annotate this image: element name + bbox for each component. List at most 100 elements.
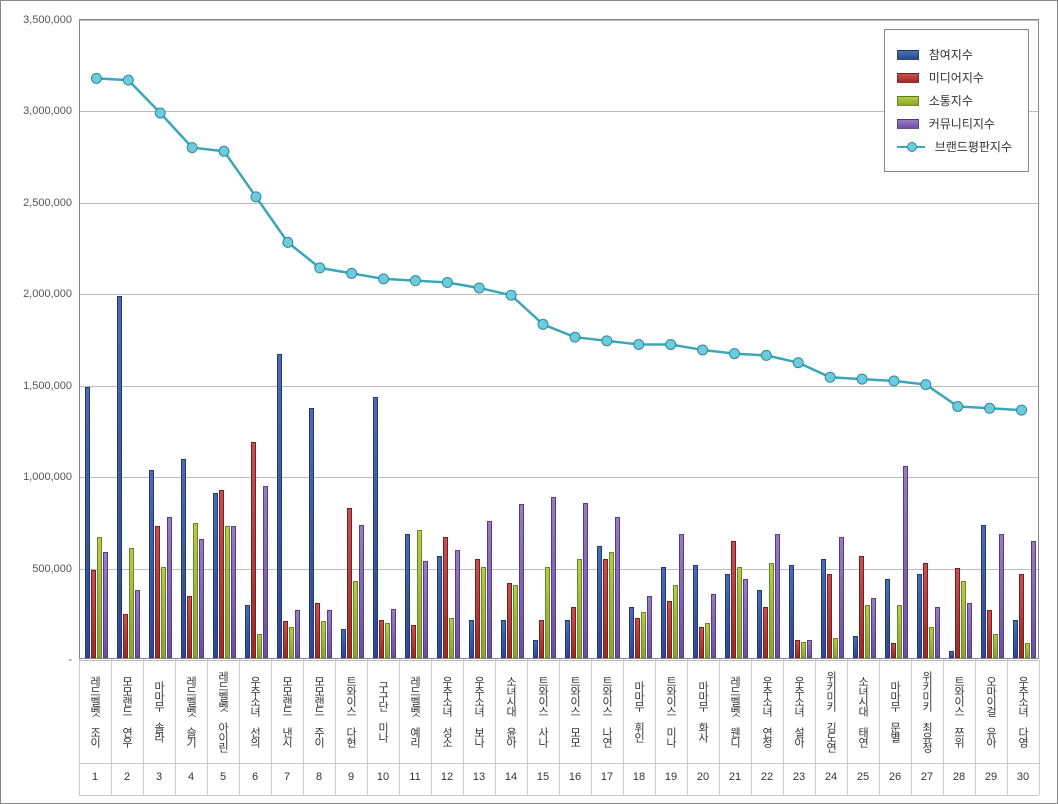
bar-s2 [801,642,806,658]
y-tick-label: 2,000,000 [12,288,72,300]
bar-s0 [885,579,890,658]
bar-s0 [341,629,346,658]
bar-s1 [123,614,128,658]
bar-s0 [661,567,666,658]
bar-s2 [545,567,550,658]
category-index: 18 [623,771,655,783]
category-label: 우주소녀 보나 [472,663,484,759]
bar-s3 [1031,541,1036,658]
bar-s2 [641,612,646,658]
bar-s3 [359,525,364,658]
category-label: 레드벨벳 예리 [408,663,420,759]
bar-s3 [711,594,716,658]
y-tick-label: 1,000,000 [12,471,72,483]
bar-s3 [807,640,812,658]
category-index: 30 [1007,771,1039,783]
legend-label-3: 커뮤니티지수 [929,115,995,132]
x-axis-bottom [79,795,1039,796]
bar-s3 [871,598,876,658]
bar-s0 [245,605,250,658]
bar-s2 [161,567,166,658]
bar-s1 [987,610,992,658]
legend-item: 소통지수 [897,92,1012,109]
bar-s0 [533,640,538,658]
category-label: 위키미키 김도연 [824,663,836,759]
legend-swatch-3 [897,119,919,129]
category-label: 트와이스 다현 [344,663,356,759]
legend: 참여지수 미디어지수 소통지수 커뮤니티지수 브랜드평판지수 [884,29,1029,172]
bar-s1 [603,559,608,658]
category-label: 마마무 문별 [888,663,900,759]
bar-s3 [487,521,492,658]
category-index: 21 [719,771,751,783]
bar-s1 [667,601,672,658]
bar-s3 [167,517,172,658]
category-index: 27 [911,771,943,783]
category-label: 우주소녀 다영 [1016,663,1028,759]
bar-s3 [967,603,972,658]
y-tick-label: 2,500,000 [12,197,72,209]
bar-s3 [679,534,684,658]
bar-s2 [225,526,230,658]
category-divider [79,659,80,795]
bar-s0 [277,354,282,658]
category-index: 9 [335,771,367,783]
category-index: 17 [591,771,623,783]
bar-s2 [1025,643,1030,658]
category-index: 6 [239,771,271,783]
category-label: 마마무 솔라 [152,663,164,759]
category-label: 트와이스 쯔위 [952,663,964,759]
bar-s0 [853,636,858,658]
legend-line-marker [897,146,925,148]
y-tick-label: - [12,654,72,666]
bar-s0 [565,620,570,658]
legend-label-2: 소통지수 [929,92,973,109]
bar-s1 [347,508,352,658]
bar-s0 [117,296,122,658]
bar-s1 [795,640,800,658]
category-label: 우주소녀 성소 [440,663,452,759]
bar-s1 [539,620,544,658]
y-tick-label: 1,500,000 [12,380,72,392]
bar-s3 [327,610,332,658]
bar-s2 [961,581,966,658]
gridline [80,294,1038,295]
legend-swatch-0 [897,50,919,60]
legend-label-1: 미디어지수 [929,69,984,86]
bar-s1 [283,621,288,658]
category-label: 트와이스 나연 [600,663,612,759]
bar-s3 [519,504,524,658]
bar-s2 [385,623,390,658]
bar-s1 [1019,574,1024,658]
bar-s0 [725,574,730,658]
bar-s0 [821,559,826,658]
category-label: 레드벨벳 슬기 [184,663,196,759]
category-index: 22 [751,771,783,783]
category-label: 트와이스 사나 [536,663,548,759]
bar-s1 [955,568,960,658]
bar-s0 [629,607,634,658]
legend-item: 브랜드평판지수 [897,138,1012,155]
legend-item: 참여지수 [897,46,1012,63]
bar-s2 [321,621,326,658]
category-index: 25 [847,771,879,783]
bar-s0 [757,590,762,658]
category-label: 레드벨벳 아이린 [216,663,228,759]
bar-s3 [423,561,428,658]
y-tick-label: 500,000 [12,563,72,575]
gridline [80,386,1038,387]
chart-container: - 500,000 1,000,000 1,500,000 2,000,000 2,500… [0,0,1058,804]
bar-s0 [949,651,954,658]
bar-s1 [187,596,192,658]
category-label: 소녀시대 태연 [856,663,868,759]
bar-s2 [257,634,262,658]
legend-item: 미디어지수 [897,69,1012,86]
y-tick-label: 3,000,000 [12,105,72,117]
bar-s0 [437,556,442,658]
category-index: 2 [111,771,143,783]
bar-s2 [193,523,198,658]
gridline [80,20,1038,21]
gridline [80,477,1038,478]
bar-s2 [449,618,454,658]
bar-s2 [673,585,678,658]
